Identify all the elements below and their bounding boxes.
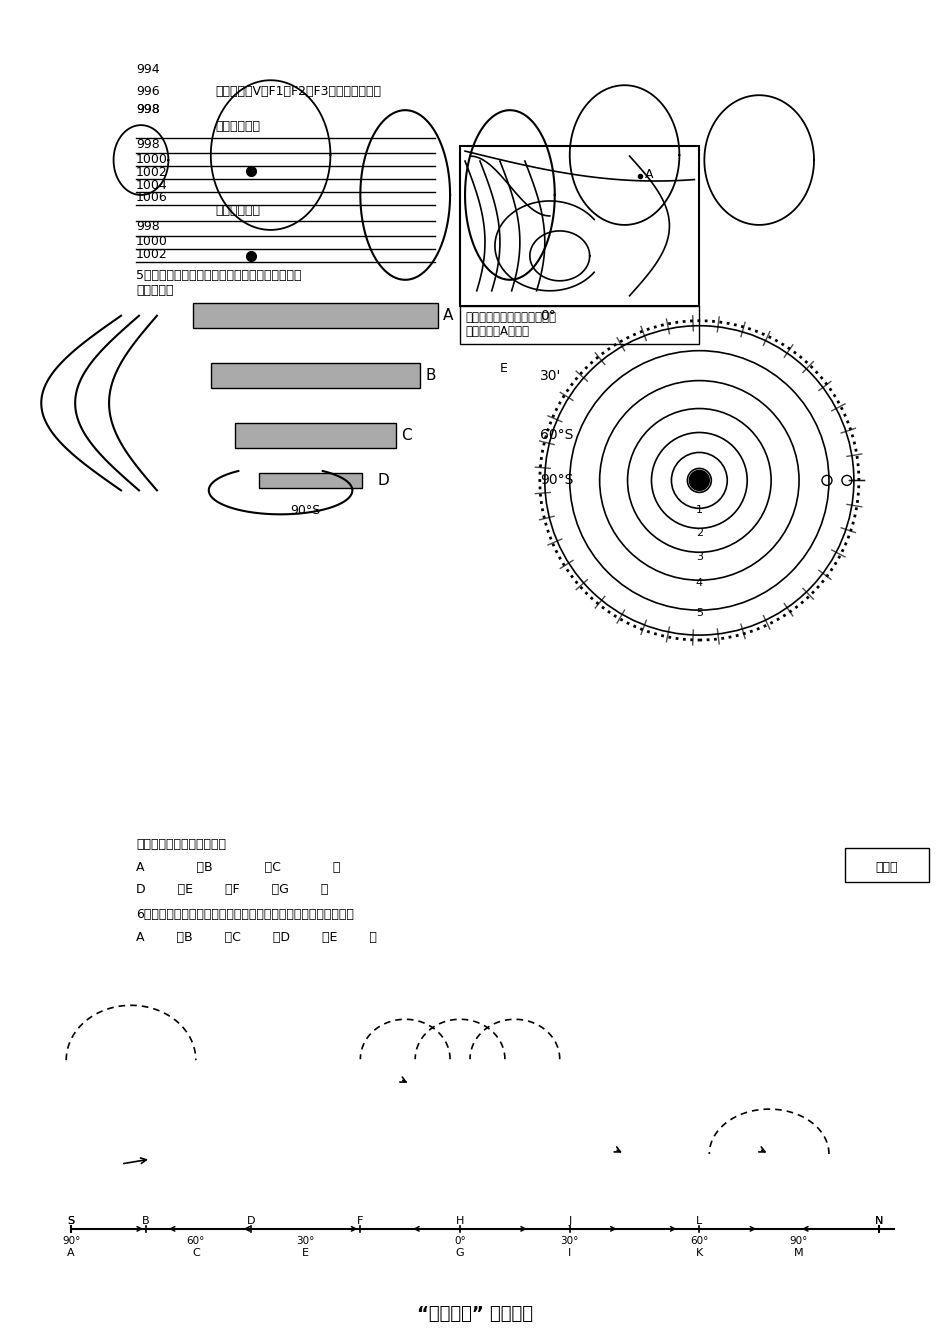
Text: 北半球近地面: 北半球近地面	[216, 120, 260, 133]
Text: 1004: 1004	[136, 179, 168, 191]
Text: 998: 998	[136, 102, 160, 116]
Text: N: N	[875, 1216, 883, 1226]
Text: 30°: 30°	[296, 1236, 314, 1246]
Text: 3: 3	[695, 552, 703, 562]
Text: S: S	[67, 1216, 75, 1226]
Text: D        、E        、F        、G        。: D 、E 、F 、G 。	[136, 883, 329, 896]
Text: C: C	[192, 1247, 200, 1258]
Text: J: J	[568, 1216, 571, 1226]
FancyBboxPatch shape	[193, 304, 438, 328]
Text: 6、读下面三圈环流变式图，写出各字母所代表的气压带或风带。: 6、读下面三圈环流变式图，写出各字母所代表的气压带或风带。	[136, 909, 353, 921]
Text: A: A	[644, 168, 653, 180]
Text: “三圈环流” 的变式图: “三圈环流” 的变式图	[417, 1305, 533, 1322]
Text: M: M	[794, 1247, 804, 1258]
Text: 998: 998	[136, 220, 160, 234]
FancyBboxPatch shape	[235, 423, 396, 448]
Text: 0°: 0°	[454, 1236, 466, 1246]
Text: 0°: 0°	[540, 309, 556, 323]
Text: 1002: 1002	[136, 165, 168, 179]
Text: I: I	[568, 1247, 571, 1258]
Text: 994: 994	[136, 63, 160, 75]
Text: 90°: 90°	[789, 1236, 808, 1246]
Circle shape	[690, 470, 710, 491]
Text: L: L	[696, 1216, 702, 1226]
Text: 30°: 30°	[560, 1236, 579, 1246]
Text: 2: 2	[695, 528, 703, 539]
Text: 5: 5	[695, 607, 703, 618]
Text: D: D	[246, 1216, 255, 1226]
Text: 写出气压带、风带的名称：: 写出气压带、风带的名称：	[136, 839, 226, 851]
Text: 南半球: 南半球	[876, 862, 898, 874]
Text: 指出上图中V、F1、F2、F3所代表的含义。: 指出上图中V、F1、F2、F3所代表的含义。	[216, 85, 382, 98]
Text: A: A	[443, 308, 453, 324]
Text: C: C	[401, 427, 412, 444]
FancyBboxPatch shape	[211, 363, 420, 388]
Text: 90°: 90°	[62, 1236, 81, 1246]
Bar	[460, 146, 699, 305]
Text: H: H	[456, 1216, 465, 1226]
Text: F: F	[357, 1216, 364, 1226]
Text: 60°S: 60°S	[540, 429, 573, 442]
Text: G: G	[456, 1247, 465, 1258]
Text: K: K	[695, 1247, 703, 1258]
FancyBboxPatch shape	[845, 848, 929, 882]
Text: S: S	[67, 1216, 75, 1226]
Text: A: A	[67, 1247, 75, 1258]
Text: 1000: 1000	[136, 153, 168, 165]
FancyBboxPatch shape	[258, 473, 362, 488]
Text: 若该图为北半球某地近地面等: 若该图为北半球某地近地面等	[466, 312, 556, 324]
Text: A             、B             、C             、: A 、B 、C 、	[136, 862, 340, 874]
Text: D: D	[377, 473, 390, 488]
Text: E: E	[302, 1247, 309, 1258]
Text: B: B	[142, 1216, 150, 1226]
Text: 996: 996	[136, 85, 160, 98]
Text: 5、在图中左侧添画箭头以正确表示三圈环流，并: 5、在图中左侧添画箭头以正确表示三圈环流，并	[136, 269, 301, 282]
Text: 90°S: 90°S	[540, 473, 573, 488]
Text: 1000: 1000	[136, 235, 168, 249]
Text: 1006: 1006	[136, 191, 168, 204]
Text: 压线，标出A的风向: 压线，标出A的风向	[466, 325, 529, 339]
Text: E: E	[500, 362, 508, 375]
Text: 998: 998	[136, 137, 160, 151]
Text: 画出风带的: 画出风带的	[136, 285, 174, 297]
Text: 南半球近地面: 南半球近地面	[216, 204, 260, 218]
Text: 30': 30'	[540, 368, 561, 383]
Text: 4: 4	[695, 578, 703, 589]
Text: B: B	[426, 368, 436, 383]
Text: 60°: 60°	[186, 1236, 205, 1246]
Text: A        、B        、C        、D        、E        、: A 、B 、C 、D 、E 、	[136, 931, 377, 943]
Text: 998: 998	[136, 102, 160, 116]
Bar	[460, 305, 699, 344]
Text: 1: 1	[695, 505, 703, 515]
Text: 90°S: 90°S	[291, 504, 321, 517]
Text: 60°: 60°	[690, 1236, 709, 1246]
Text: 1002: 1002	[136, 249, 168, 261]
Text: N: N	[875, 1216, 883, 1226]
